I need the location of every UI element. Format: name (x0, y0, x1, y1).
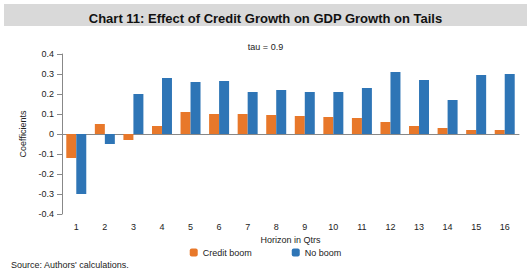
svg-text:tau = 0.9: tau = 0.9 (248, 42, 283, 52)
svg-text:-0.4: -0.4 (38, 209, 54, 219)
svg-text:6: 6 (217, 222, 222, 232)
svg-text:Coefficients: Coefficients (18, 110, 28, 157)
svg-text:-0.3: -0.3 (38, 189, 54, 199)
svg-text:14: 14 (443, 222, 453, 232)
svg-text:1: 1 (74, 222, 79, 232)
svg-text:0: 0 (49, 129, 54, 139)
svg-text:0.2: 0.2 (41, 89, 54, 99)
svg-text:9: 9 (302, 222, 307, 232)
svg-text:12: 12 (385, 222, 395, 232)
svg-text:Chart 11: Effect of Credit Gro: Chart 11: Effect of Credit Growth on GDP… (89, 11, 442, 26)
svg-text:4: 4 (159, 222, 164, 232)
svg-text:Horizon in Qtrs: Horizon in Qtrs (260, 235, 321, 245)
svg-text:Source: Authors' calculations.: Source: Authors' calculations. (11, 260, 129, 270)
svg-text:15: 15 (471, 222, 481, 232)
svg-text:2: 2 (102, 222, 107, 232)
svg-text:13: 13 (414, 222, 424, 232)
svg-text:8: 8 (274, 222, 279, 232)
svg-text:0.1: 0.1 (41, 109, 54, 119)
svg-text:3: 3 (131, 222, 136, 232)
svg-text:16: 16 (500, 222, 510, 232)
svg-text:-0.2: -0.2 (38, 169, 54, 179)
svg-text:7: 7 (245, 222, 250, 232)
svg-text:-0.1: -0.1 (38, 149, 54, 159)
svg-text:5: 5 (188, 222, 193, 232)
svg-text:No boom: No boom (305, 248, 342, 258)
svg-text:0.3: 0.3 (41, 69, 54, 79)
svg-text:10: 10 (328, 222, 338, 232)
svg-text:11: 11 (357, 222, 366, 232)
svg-text:0.4: 0.4 (41, 49, 54, 59)
svg-text:Credit boom: Credit boom (203, 248, 252, 258)
